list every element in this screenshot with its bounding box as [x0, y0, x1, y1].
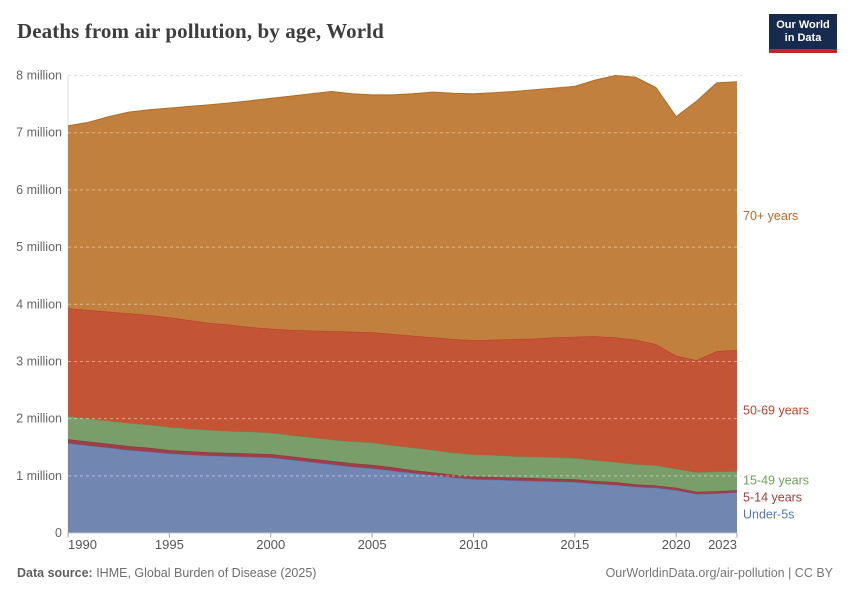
x-axis-label-2005: 2005 [358, 537, 387, 552]
y-axis-label-0: 0 [55, 526, 62, 540]
y-axis-label-2-million: 2 million [16, 412, 62, 426]
series-label-70-years[interactable]: 70+ years [743, 209, 798, 223]
y-axis-label-8-million: 8 million [16, 69, 62, 83]
x-axis-label-2020: 2020 [662, 537, 691, 552]
x-axis-label-2000: 2000 [256, 537, 285, 552]
y-axis-label-6-million: 6 million [16, 183, 62, 197]
area-5-14-years[interactable] [68, 439, 737, 495]
owid-logo-line2: in Data [784, 32, 822, 44]
owid-logo-line1: Our World [776, 19, 830, 31]
y-axis-label-5-million: 5 million [16, 240, 62, 254]
chart-footer: Data source: IHME, Global Burden of Dise… [17, 566, 833, 580]
y-axis-label-4-million: 4 million [16, 297, 62, 311]
series-label-15-49-years[interactable]: 15-49 years [743, 474, 809, 488]
area-15-49-years[interactable] [68, 416, 737, 492]
y-axis-label-7-million: 7 million [16, 126, 62, 140]
chart-title: Deaths from air pollution, by age, World [17, 19, 384, 43]
x-axis-label-2015: 2015 [560, 537, 589, 552]
data-source-label: Data source: [17, 566, 93, 580]
owid-logo[interactable]: Our World in Data [769, 14, 837, 53]
footer-link[interactable]: OurWorldinData.org/air-pollution | CC BY [605, 566, 833, 580]
data-source-text: IHME, Global Burden of Disease (2025) [92, 566, 317, 580]
series-label-50-69-years[interactable]: 50-69 years [743, 404, 809, 418]
area-under-5s[interactable] [68, 443, 737, 533]
series-label-5-14-years[interactable]: 5-14 years [743, 491, 802, 505]
x-axis-label-2010: 2010 [459, 537, 488, 552]
series-label-under-5s[interactable]: Under-5s [743, 508, 794, 522]
x-axis-label-1995: 1995 [155, 537, 184, 552]
y-axis-label-1-million: 1 million [16, 469, 62, 483]
x-axis-label-1990: 1990 [68, 537, 97, 552]
area-top-line-70-years [67, 74, 738, 127]
area-70-years[interactable] [68, 75, 737, 361]
data-source: Data source: IHME, Global Burden of Dise… [17, 566, 316, 580]
y-axis-label-3-million: 3 million [16, 354, 62, 368]
x-axis-label-2023: 2023 [708, 537, 737, 552]
area-50-69-years[interactable] [68, 308, 737, 473]
